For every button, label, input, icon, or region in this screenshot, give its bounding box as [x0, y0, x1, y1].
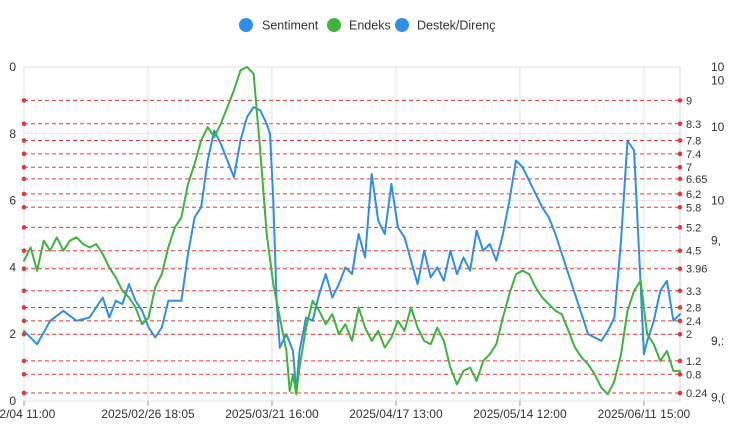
x-tick-label: 2025/06/11 15:00 — [598, 407, 691, 421]
right-axis-tick-label: 10 — [711, 73, 725, 87]
level-dot-right — [677, 204, 683, 210]
level-dot-right — [677, 176, 683, 182]
right-axis-tick-label: 9,: — [711, 334, 724, 348]
level-dot-right — [677, 98, 683, 103]
level-dot-left — [21, 164, 27, 170]
x-tick-label: 2025/04/17 13:00 — [349, 407, 443, 421]
right-axis-tick-label: 10 — [711, 120, 725, 134]
x-tick-label: 2025/05/14 12:00 — [473, 407, 567, 421]
y-tick-label: 0 — [9, 60, 16, 74]
level-label: 7.8 — [686, 135, 701, 147]
level-dot-left — [21, 176, 27, 182]
level-dot-right — [677, 358, 683, 364]
level-dot-right — [677, 248, 683, 253]
level-label: 6.2 — [686, 189, 701, 201]
level-dot-right — [677, 266, 683, 272]
level-dot-right — [677, 318, 683, 324]
level-label: 8.3 — [686, 119, 701, 131]
level-label: 6.65 — [686, 174, 707, 186]
y-tick-label: 0 — [9, 394, 16, 408]
y-tick-label: 8 — [9, 127, 16, 141]
level-dot-left — [21, 248, 27, 253]
level-dot-right — [677, 121, 683, 127]
level-label: 2 — [686, 329, 692, 341]
legend-marker-endeks — [327, 18, 341, 32]
level-dot-left — [21, 390, 27, 396]
legend-marker-sentiment — [239, 18, 253, 32]
x-tick-label: 2025/03/21 16:00 — [225, 407, 319, 421]
series-line-endeks — [23, 66, 681, 396]
level-label: 3.96 — [686, 264, 707, 276]
level-label: 9 — [686, 95, 692, 107]
level-label: 0.24 — [686, 388, 707, 400]
y-tick-label: 2 — [9, 327, 16, 341]
legend-item-sentiment[interactable]: Sentiment — [239, 18, 319, 33]
level-dot-right — [677, 331, 683, 337]
level-dot-right — [677, 371, 683, 377]
level-dot-right — [677, 305, 683, 310]
level-label: 5.8 — [686, 202, 701, 214]
right-axis-tick-label: 9, — [711, 234, 721, 248]
level-dot-left — [21, 266, 27, 272]
series-line-sentiment — [23, 106, 681, 392]
level-dot-left — [21, 138, 27, 143]
level-dot-left — [21, 288, 27, 294]
right-axis-tick-label: 9,( — [711, 391, 725, 405]
level-label: 0.8 — [686, 369, 701, 381]
grid-lines — [23, 66, 681, 402]
legend-label-endeks: Endeks — [349, 19, 391, 33]
y-tick-label: 6 — [9, 194, 16, 208]
right-axis-tick-label: 10 — [711, 194, 725, 208]
support-resistance-levels — [21, 98, 683, 396]
x-tick-label: 02/04 11:00 — [0, 407, 56, 421]
legend-marker-destek-direnc — [395, 18, 409, 32]
y-tick-label: 4 — [9, 260, 16, 274]
legend-item-endeks[interactable]: Endeks — [327, 18, 391, 33]
level-label: 4.5 — [686, 246, 701, 258]
level-dot-left — [21, 371, 27, 377]
level-dot-right — [677, 390, 683, 396]
level-label: 2.8 — [686, 302, 701, 314]
level-dot-left — [21, 305, 27, 310]
level-dot-left — [21, 98, 27, 103]
level-dot-right — [677, 191, 683, 197]
level-dot-right — [677, 164, 683, 170]
x-tick-label: 2025/02/26 18:05 — [101, 407, 195, 421]
level-dot-left — [21, 121, 27, 127]
legend-item-destek-direnc[interactable]: Destek/Direnç — [395, 18, 496, 33]
legend-label-destek-direnc: Destek/Direnç — [417, 19, 496, 33]
level-dot-right — [677, 225, 683, 230]
level-dot-left — [21, 151, 27, 157]
level-dot-left — [21, 204, 27, 210]
level-label: 2.4 — [686, 316, 701, 328]
level-label: 7.4 — [686, 149, 701, 161]
level-dot-left — [21, 191, 27, 197]
level-label: 3.3 — [686, 286, 701, 298]
level-dot-left — [21, 225, 27, 230]
plot-frame — [23, 66, 681, 402]
level-dot-right — [677, 151, 683, 157]
series-lines — [23, 66, 681, 396]
level-label: 1.2 — [686, 356, 701, 368]
level-dot-right — [677, 138, 683, 143]
level-dot-left — [21, 358, 27, 364]
level-dot-left — [21, 318, 27, 324]
level-label: 7 — [686, 162, 692, 174]
right-axis-tick-label: 10 — [711, 60, 725, 74]
level-dot-right — [677, 288, 683, 294]
chart-legend: Sentiment Endeks Destek/Direnç — [239, 18, 496, 33]
level-label: 5.2 — [686, 222, 701, 234]
legend-label-sentiment: Sentiment — [262, 19, 319, 33]
